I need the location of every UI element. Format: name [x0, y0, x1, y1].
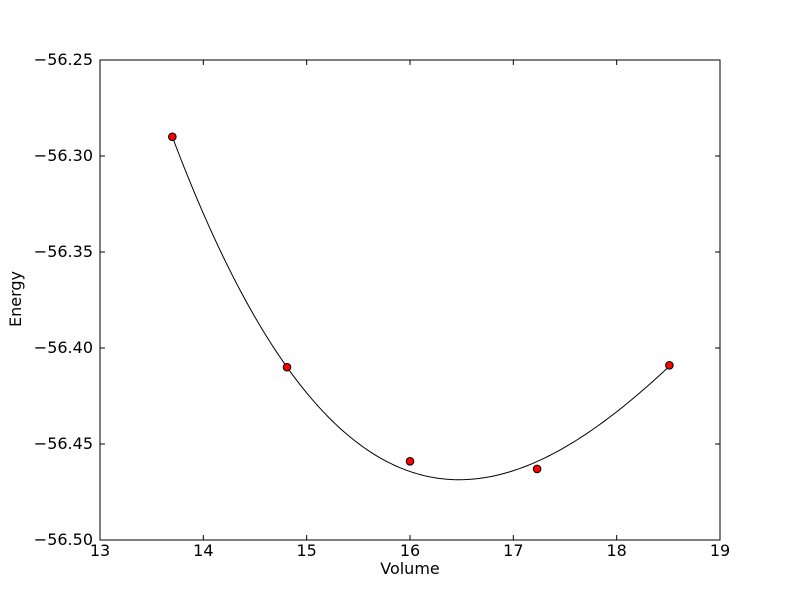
- x-axis-label: Volume: [380, 559, 440, 578]
- x-tick-label: 17: [503, 541, 523, 560]
- ticks-layer: 13 14 15 16 17 18 19 −56.25 −56.30 −56.35 −56.40 −5…: [34, 50, 730, 560]
- data-point-marker: [532, 464, 542, 474]
- series-layer: [168, 132, 674, 481]
- y-tick-label: −56.40: [34, 338, 93, 357]
- x-tick-label: 13: [90, 541, 110, 560]
- data-point-marker: [665, 360, 674, 370]
- y-tick-label: −56.45: [34, 434, 93, 453]
- x-tick-label: 16: [400, 541, 420, 560]
- fit-curve-line: [171, 136, 670, 481]
- x-tick-label: 19: [710, 541, 730, 560]
- data-point-marker: [405, 456, 415, 466]
- y-axis-label: Energy: [6, 271, 25, 327]
- x-tick-label: 14: [193, 541, 213, 560]
- x-tick-label: 18: [606, 541, 626, 560]
- data-point-marker: [168, 132, 177, 142]
- y-tick-label: −56.25: [34, 50, 93, 69]
- x-tick-label: 15: [296, 541, 316, 560]
- data-point-marker: [282, 362, 292, 372]
- y-tick-label: −56.35: [34, 242, 93, 261]
- y-tick-label: −56.30: [34, 146, 93, 165]
- y-tick-label: −56.50: [34, 530, 93, 549]
- axes-frame: [99, 59, 721, 541]
